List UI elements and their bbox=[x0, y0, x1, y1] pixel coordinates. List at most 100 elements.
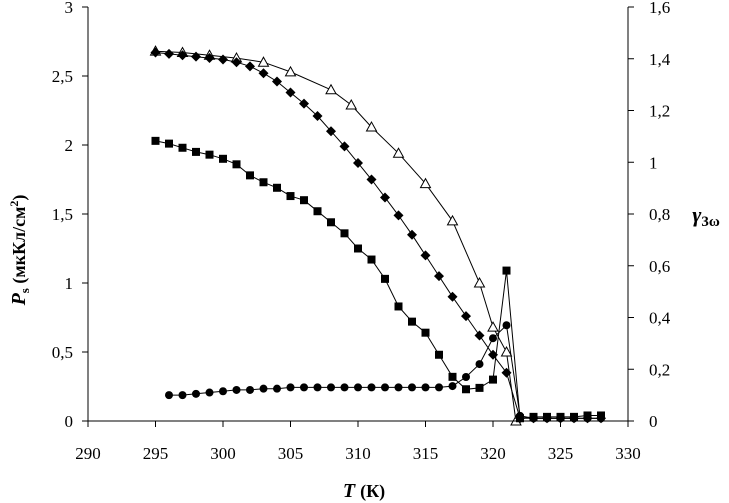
data-point-diamond bbox=[474, 330, 485, 341]
data-point-triangle bbox=[257, 56, 270, 67]
data-point-square bbox=[313, 207, 322, 216]
series-line-diamond bbox=[155, 52, 601, 419]
data-point-square bbox=[232, 160, 241, 169]
data-point-square bbox=[340, 229, 349, 238]
data-point-circle bbox=[219, 387, 227, 396]
data-point-square bbox=[286, 192, 295, 201]
data-point-diamond bbox=[420, 250, 431, 261]
data-point-square bbox=[354, 244, 362, 253]
y-left-tick-label: 1,5 bbox=[52, 205, 73, 224]
data-point-diamond bbox=[447, 291, 458, 302]
data-point-diamond bbox=[501, 367, 512, 378]
y-left-tick-label: 0,5 bbox=[52, 343, 73, 362]
data-point-diamond bbox=[461, 311, 471, 322]
data-point-circle bbox=[502, 321, 511, 330]
data-point-circle bbox=[448, 382, 457, 391]
data-point-square bbox=[489, 375, 497, 384]
x-tick-label: 305 bbox=[278, 444, 304, 463]
data-point-triangle bbox=[392, 147, 405, 158]
data-point-square bbox=[408, 317, 416, 326]
y-right-tick-label: 0,2 bbox=[649, 360, 670, 379]
data-point-circle bbox=[597, 414, 605, 423]
data-point-square bbox=[394, 302, 403, 311]
data-point-diamond bbox=[393, 210, 404, 221]
data-point-square bbox=[273, 183, 281, 192]
data-point-square bbox=[327, 218, 335, 227]
data-point-circle bbox=[556, 414, 565, 423]
data-point-diamond bbox=[353, 157, 363, 168]
data-point-circle bbox=[394, 383, 403, 392]
data-point-diamond bbox=[245, 61, 255, 72]
data-point-diamond bbox=[366, 174, 377, 185]
data-point-square bbox=[421, 328, 430, 337]
data-point-diamond bbox=[191, 51, 201, 62]
data-point-square bbox=[151, 136, 160, 145]
data-point-circle bbox=[165, 391, 173, 400]
y-right-tick-label: 1,2 bbox=[649, 102, 670, 121]
y-right-tick-label: 1,4 bbox=[649, 50, 671, 69]
data-point-diamond bbox=[164, 48, 174, 59]
data-point-circle bbox=[259, 384, 268, 393]
data-point-diamond bbox=[434, 271, 444, 282]
y-right-tick-label: 0 bbox=[649, 412, 658, 431]
data-point-diamond bbox=[218, 54, 228, 65]
x-axis-unit: (К) bbox=[360, 481, 385, 502]
data-point-circle bbox=[529, 414, 538, 423]
data-point-square bbox=[165, 139, 173, 148]
data-point-triangle bbox=[365, 121, 378, 132]
data-point-circle bbox=[340, 383, 349, 392]
y-left-axis-unit-close: ) bbox=[9, 195, 30, 201]
data-point-diamond bbox=[285, 87, 296, 98]
y-right-axis-symbol: γ bbox=[692, 202, 702, 227]
axes-layer: 290 295 300 305 310 315 320 325 33000,511,522,53… bbox=[52, 0, 671, 463]
data-point-diamond bbox=[407, 229, 417, 240]
y-left-axis-unit-sup: 2 bbox=[7, 201, 21, 207]
data-point-circle bbox=[421, 383, 430, 392]
data-point-square bbox=[205, 150, 214, 159]
data-point-circle bbox=[205, 388, 214, 397]
data-point-diamond bbox=[380, 192, 390, 203]
data-point-square bbox=[502, 266, 511, 275]
data-point-circle bbox=[232, 385, 241, 394]
data-point-circle bbox=[273, 384, 281, 393]
data-point-circle bbox=[300, 383, 308, 392]
data-point-circle bbox=[489, 334, 497, 343]
y-left-tick-label: 0 bbox=[65, 412, 74, 431]
data-point-circle bbox=[435, 383, 443, 392]
data-point-triangle bbox=[284, 65, 297, 77]
series-circle bbox=[165, 321, 605, 423]
series-layer bbox=[149, 45, 606, 426]
data-point-diamond bbox=[204, 53, 215, 64]
data-point-square bbox=[435, 350, 443, 359]
data-point-square bbox=[300, 196, 308, 205]
x-tick-label: 300 bbox=[210, 444, 236, 463]
data-point-diamond bbox=[299, 98, 309, 109]
data-point-square bbox=[448, 372, 457, 381]
x-tick-label: 320 bbox=[480, 444, 506, 463]
x-tick-label: 290 bbox=[75, 444, 101, 463]
data-point-square bbox=[462, 385, 470, 394]
data-point-circle bbox=[354, 383, 362, 392]
y-right-tick-label: 1 bbox=[649, 153, 658, 172]
y-left-axis-symbol: P bbox=[8, 292, 30, 306]
x-axis-symbol: T bbox=[343, 480, 356, 502]
data-point-triangle bbox=[500, 345, 513, 357]
x-tick-label: 315 bbox=[413, 444, 439, 463]
y-left-tick-label: 3 bbox=[65, 0, 74, 17]
data-point-triangle bbox=[345, 98, 358, 110]
data-point-diamond bbox=[312, 111, 323, 122]
data-point-square bbox=[381, 274, 389, 283]
data-point-circle bbox=[192, 389, 200, 398]
data-point-circle bbox=[327, 383, 335, 392]
data-point-circle bbox=[570, 414, 578, 423]
y-right-tick-label: 0,6 bbox=[649, 257, 670, 276]
data-point-square bbox=[367, 255, 376, 264]
x-tick-label: 330 bbox=[615, 444, 641, 463]
y-left-tick-label: 2,5 bbox=[52, 67, 73, 86]
data-point-triangle bbox=[473, 276, 486, 288]
data-point-triangle bbox=[325, 83, 337, 95]
data-point-triangle bbox=[487, 321, 499, 332]
y-right-tick-label: 0,8 bbox=[649, 205, 670, 224]
data-point-diamond bbox=[272, 76, 282, 87]
